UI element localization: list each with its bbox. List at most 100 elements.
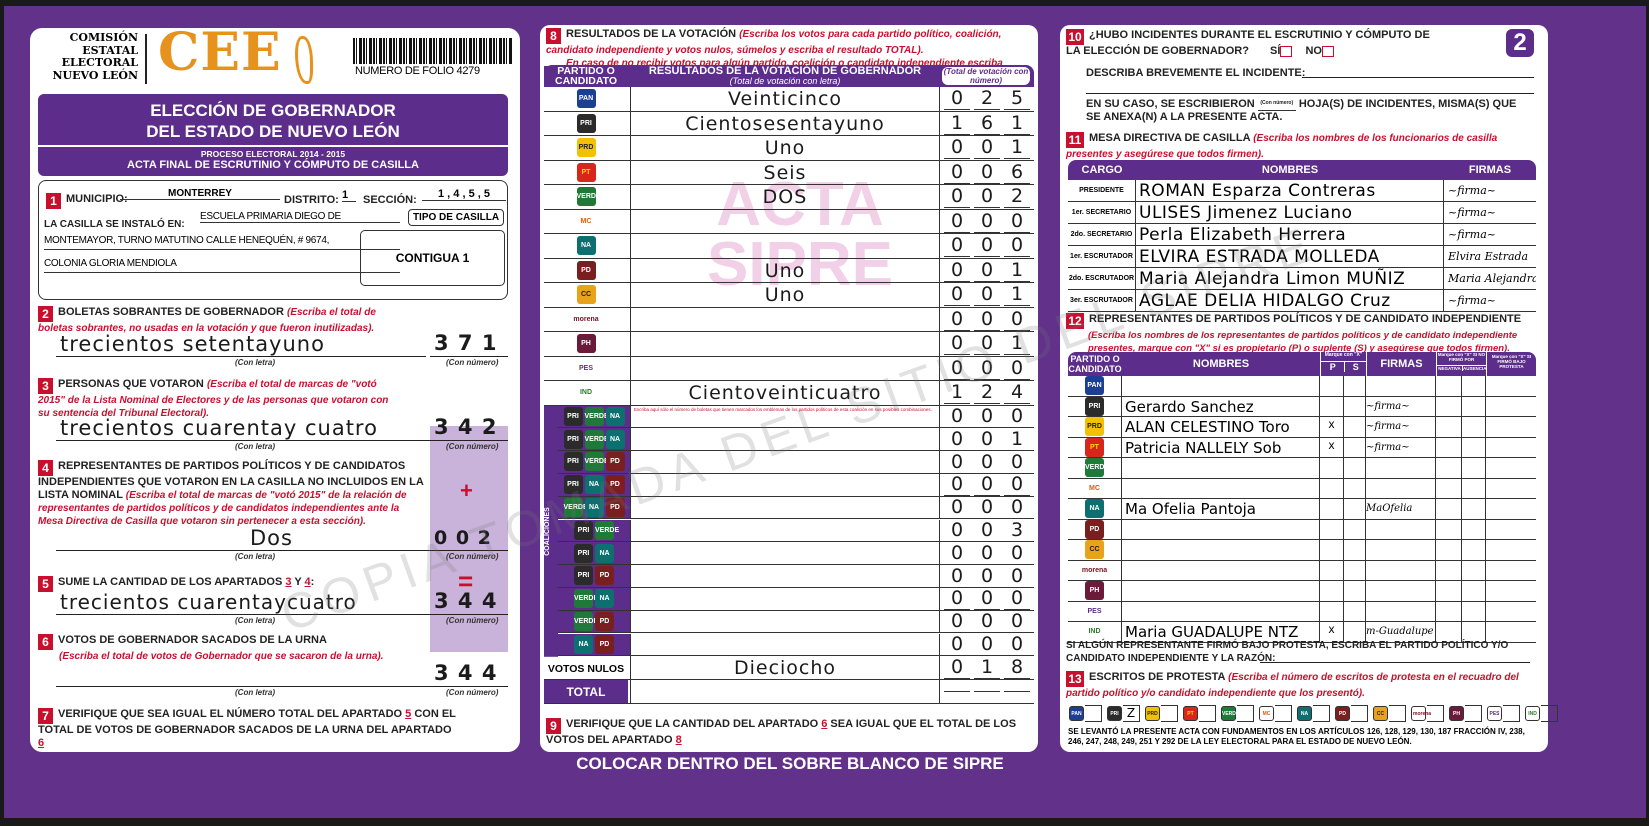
firma-field[interactable] [1366,601,1436,621]
ausencia-checkbox[interactable] [1462,478,1486,498]
letters-cell[interactable] [630,428,940,451]
protesta-checkbox[interactable] [1486,397,1536,417]
letters-cell[interactable] [630,633,940,656]
firma-field[interactable]: Maria Alejandra L. [1448,272,1536,285]
nombre-field[interactable]: AGLAE DELIA HIDALGO Cruz [1136,290,1444,311]
escrito-count-field[interactable] [1541,705,1558,722]
escrito-count-field[interactable] [1503,705,1520,722]
tipo-casilla-value[interactable]: CONTIGUA 1 [360,230,505,286]
boletas-number[interactable]: 3 7 1 [434,331,498,355]
letters-cell[interactable] [630,356,940,380]
s-checkbox[interactable] [1344,396,1366,416]
address-line-2[interactable]: MONTEMAYOR, TURNO MATUTINO CALLE HENEQUÉ… [44,235,400,250]
ausencia-checkbox[interactable] [1462,499,1486,519]
letters-cell[interactable] [630,587,940,610]
firma-field[interactable]: m-Guadalupe Herrera [1366,622,1436,642]
nombre-field[interactable] [1122,519,1320,539]
hojas-count-field[interactable]: (Con número) [1257,97,1296,111]
p-checkbox[interactable]: x [1320,622,1344,642]
letters-cell[interactable] [630,332,940,356]
escrito-count-field[interactable] [1237,705,1254,722]
protesta-checkbox[interactable] [1486,438,1536,458]
letters-cell[interactable] [630,451,940,473]
nombre-field[interactable]: Ma Ofelia Pantoja [1122,499,1320,519]
letters-cell[interactable] [630,565,940,587]
escrito-count-field[interactable] [1199,705,1216,722]
s-checkbox[interactable] [1344,417,1366,437]
escrito-count-field[interactable] [1313,705,1330,722]
letters-cell[interactable]: Seis [630,160,940,184]
escrito-count-field[interactable] [1465,705,1482,722]
escrito-count-field[interactable] [1275,705,1292,722]
p-checkbox[interactable] [1320,519,1344,539]
letters-cell[interactable]: Cientosesentayuno [630,111,940,135]
s-checkbox[interactable] [1344,478,1366,498]
escrito-count-field[interactable] [1085,705,1102,722]
negativa-checkbox[interactable] [1436,519,1462,539]
nombre-field[interactable] [1122,376,1320,396]
letters-cell[interactable] [630,473,940,496]
negativa-checkbox[interactable] [1436,417,1462,437]
negativa-checkbox[interactable] [1436,458,1462,478]
firma-field[interactable]: ~firma~ [1448,294,1497,307]
negativa-checkbox[interactable] [1436,560,1462,580]
escrito-count-field[interactable] [1389,705,1406,722]
nombre-field[interactable] [1122,478,1320,498]
protesta-checkbox[interactable] [1486,602,1536,622]
protesta-checkbox[interactable] [1486,376,1536,396]
s-checkbox[interactable] [1344,458,1366,478]
boletas-letters[interactable]: trecientos setentayuno [60,332,325,356]
letters-cell[interactable]: Veinticinco [630,87,940,111]
letters-cell[interactable] [630,209,940,233]
firma-field[interactable] [1366,581,1436,601]
firma-field[interactable]: MaOfelia [1366,499,1436,519]
votaron-number[interactable]: 3 4 2 [434,415,498,439]
firma-field[interactable]: ~firma~ [1448,184,1497,197]
s-checkbox[interactable] [1344,601,1366,621]
s-checkbox[interactable] [1344,437,1366,457]
nombre-field[interactable] [1122,540,1320,560]
protesta-checkbox[interactable] [1486,520,1536,540]
p-checkbox[interactable] [1320,601,1344,621]
negativa-checkbox[interactable] [1436,437,1462,457]
letters-cell[interactable] [630,519,940,542]
si-checkbox[interactable] [1280,45,1293,57]
letters-cell[interactable] [630,542,940,565]
firma-field[interactable]: ~firma~ [1366,437,1436,457]
ausencia-checkbox[interactable] [1462,601,1486,621]
nombre-field[interactable]: Maria Alejandra Limon MUÑIZ [1136,268,1444,289]
s-checkbox[interactable] [1344,581,1366,601]
describe-line-2[interactable] [1086,93,1534,94]
nombre-field[interactable]: Maria GUADALUPE NTZ [1122,622,1320,642]
describe-line[interactable] [1302,77,1534,78]
firma-field[interactable]: ~firma~ [1366,417,1436,437]
ausencia-checkbox[interactable] [1462,417,1486,437]
s-checkbox[interactable] [1344,622,1366,642]
ausencia-checkbox[interactable] [1462,519,1486,539]
letters-cell[interactable] [630,234,940,258]
municipio-value[interactable]: MONTERREY [120,188,280,200]
representantes-letters[interactable]: Dos [250,526,293,550]
letters-cell[interactable]: DOS [630,185,940,209]
firma-field[interactable] [1366,519,1436,539]
number-cell[interactable] [942,680,1032,703]
negativa-checkbox[interactable] [1436,540,1462,560]
escrito-count-field[interactable]: Z [1123,705,1140,722]
